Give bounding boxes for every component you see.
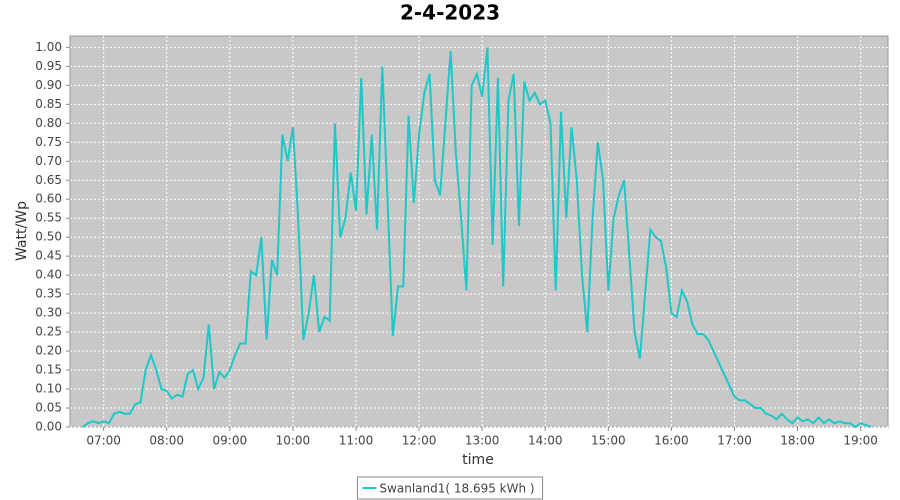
y-tick-label: 0.75 [35,135,62,149]
x-tick-label: 09:00 [213,434,248,448]
y-tick-label: 0.45 [35,249,62,263]
y-tick-label: 0.00 [35,420,62,434]
y-tick-label: 0.95 [35,59,62,73]
y-tick-label: 0.10 [35,382,62,396]
y-tick-label: 1.00 [35,40,62,54]
x-tick-label: 17:00 [717,434,752,448]
y-tick-label: 0.20 [35,344,62,358]
y-tick-label: 0.30 [35,306,62,320]
x-tick-label: 18:00 [780,434,815,448]
y-tick-label: 0.90 [35,78,62,92]
y-tick-label: 0.80 [35,116,62,130]
x-tick-label: 19:00 [843,434,878,448]
y-tick-label: 0.05 [35,401,62,415]
y-tick-label: 0.65 [35,173,62,187]
x-tick-label: 15:00 [591,434,626,448]
y-tick-label: 0.35 [35,287,62,301]
y-tick-label: 0.25 [35,325,62,339]
x-tick-label: 11:00 [339,434,374,448]
x-tick-label: 08:00 [149,434,184,448]
x-tick-label: 16:00 [654,434,689,448]
x-tick-label: 10:00 [276,434,311,448]
x-axis-label: time [462,452,494,468]
data-line [82,47,872,429]
y-tick-label: 0.60 [35,192,62,206]
chart-title: 2-4-2023 [400,1,500,25]
legend-label: Swanland1( 18.695 kWh ) [379,482,534,496]
y-tick-label: 0.50 [35,230,62,244]
x-tick-label: 13:00 [465,434,500,448]
x-tick-label: 07:00 [86,434,121,448]
legend: Swanland1( 18.695 kWh ) [356,476,544,500]
y-tick-label: 0.85 [35,97,62,111]
y-tick-label: 0.40 [35,268,62,282]
legend-box [356,476,544,500]
y-tick-label: 0.15 [35,363,62,377]
plot-area [69,35,889,428]
y-tick-label: 0.70 [35,154,62,168]
y-tick-label: 0.55 [35,211,62,225]
x-tick-label: 14:00 [528,434,563,448]
y-axis-label: Watt/Wp [14,201,30,261]
x-tick-label: 12:00 [402,434,437,448]
